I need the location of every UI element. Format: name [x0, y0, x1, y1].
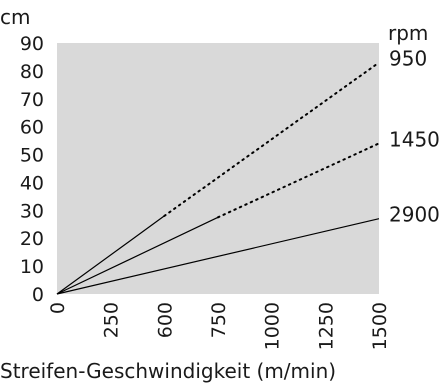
series-lines: [56, 61, 380, 295]
y-axis-ticks: 0 10 20 30 40 50 60 70 80 90: [20, 33, 44, 306]
series-2900: [56, 218, 380, 295]
series-1450: [56, 142, 380, 295]
y-tick-label: 30: [20, 200, 44, 222]
series-2900-solid-line: [56, 218, 380, 295]
x-axis-title: Streifen-Geschwindigkeit (m/min): [0, 359, 336, 383]
y-tick-label: 20: [20, 228, 44, 250]
y-tick-label: 70: [20, 89, 44, 111]
y-tick-label: 50: [20, 145, 44, 167]
x-tick-label: 0: [47, 302, 69, 314]
series-label-2900: 2900: [389, 203, 440, 227]
series-950-dotted-line: [163, 61, 380, 217]
y-tick-label: 90: [20, 33, 44, 55]
x-tick-label: 1500: [369, 302, 391, 350]
x-tick-label: 1250: [315, 302, 337, 350]
x-axis-ticks: 0 250 600 750 1000 1250 1500: [47, 302, 391, 350]
x-tick-label: 1000: [262, 302, 284, 350]
x-tick-label: 250: [101, 302, 123, 338]
x-tick-label: 600: [154, 302, 176, 338]
series-labels: 950 1450 2900: [389, 47, 440, 227]
y-axis-title: cm: [0, 5, 30, 29]
series-label-950: 950: [389, 47, 427, 71]
series-label-1450: 1450: [389, 127, 440, 151]
y-tick-label: 80: [20, 61, 44, 83]
series-950-solid-line: [56, 215, 165, 295]
series-1450-solid-line: [56, 216, 219, 295]
x-tick-label: 750: [208, 302, 230, 338]
series-1450-dotted-line: [217, 142, 380, 219]
series-950: [56, 61, 380, 295]
plot-area: [57, 43, 379, 294]
right-axis-title: rpm: [388, 21, 428, 45]
y-tick-label: 10: [20, 256, 44, 278]
y-tick-label: 0: [32, 284, 44, 306]
y-tick-label: 40: [20, 172, 44, 194]
y-tick-label: 60: [20, 117, 44, 139]
